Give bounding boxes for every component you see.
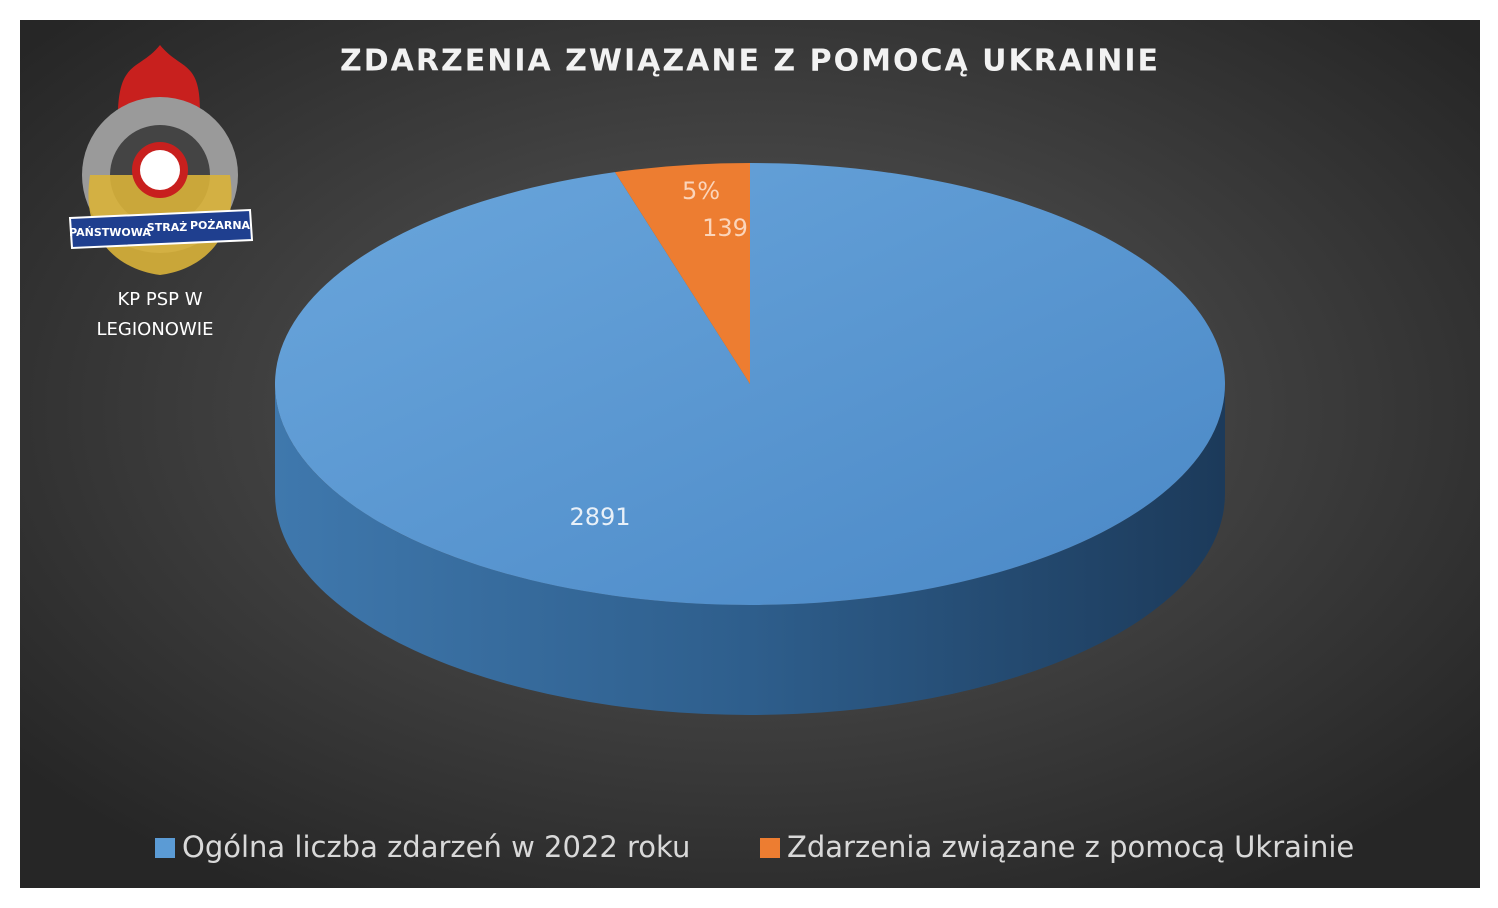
data-label: 139 bbox=[702, 214, 748, 242]
chart-title: ZDARZENIA ZWIĄZANE Z POMOCĄ UKRAINIE bbox=[340, 44, 1160, 79]
data-label: 2891 bbox=[569, 503, 630, 531]
legend-swatch bbox=[760, 838, 780, 858]
logo-caption: LEGIONOWIE bbox=[97, 319, 214, 340]
legend-swatch bbox=[155, 838, 175, 858]
pie-side bbox=[275, 384, 1225, 715]
pie-slice bbox=[614, 163, 750, 384]
pie-slice bbox=[274, 163, 1225, 605]
legend-label: Zdarzenia związane z pomocą Ukrainie bbox=[787, 830, 1354, 864]
legend-label: Ogólna liczba zdarzeń w 2022 roku bbox=[182, 830, 690, 864]
logo-text: STRAŻ bbox=[147, 220, 187, 234]
logo-text: POŻARNA bbox=[190, 218, 251, 232]
logo-text: PAŃSTWOWA bbox=[69, 226, 151, 239]
logo-caption: KP PSP W bbox=[117, 289, 202, 310]
data-label: 5% bbox=[682, 177, 720, 205]
logo: PAŃSTWOWA STRAŻ POŻARNA bbox=[68, 45, 254, 275]
